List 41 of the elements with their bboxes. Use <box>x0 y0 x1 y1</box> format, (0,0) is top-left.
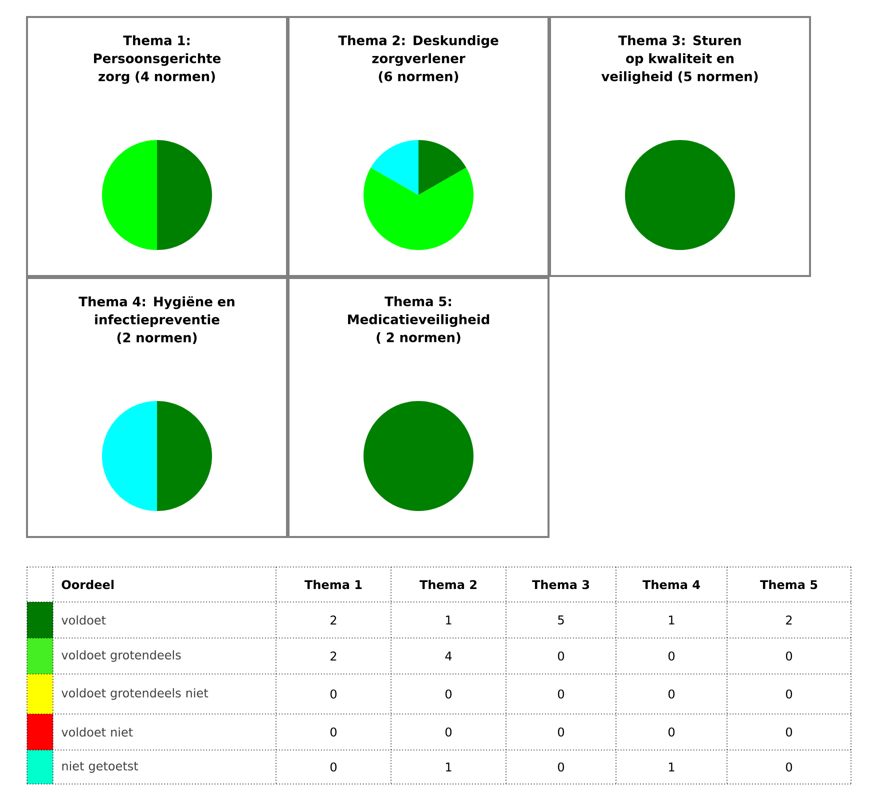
data-label: 0 <box>558 651 564 661</box>
data-label: 2 <box>330 616 336 624</box>
data-label: 1 <box>669 616 674 624</box>
chart-title: Thema 2: Deskundige zorgverlener (6 normen) <box>338 35 498 83</box>
category-label: voldoet grotendeels niet <box>62 688 208 700</box>
data-label: 1 <box>446 616 452 624</box>
text: Thema 3 <box>532 580 590 590</box>
data-label: 0 <box>786 762 792 772</box>
data-label: 0 <box>668 651 675 661</box>
text: Oordeel <box>62 580 114 590</box>
data-label: 4 <box>445 652 452 660</box>
data-label: 0 <box>668 689 675 699</box>
category-label: voldoet niet <box>62 727 133 737</box>
data-label: 0 <box>558 727 564 737</box>
chart-title: Thema 3: Sturen op kwaliteit en veiligheid (5 normen) <box>601 35 758 84</box>
data-label: 0 <box>786 651 792 661</box>
category-label: voldoet grotendeels <box>62 650 181 662</box>
chart-title: Thema 5: Medicatieveiligheid ( 2 normen) <box>348 296 490 344</box>
data-label: 2 <box>786 616 792 624</box>
data-label: 0 <box>445 689 452 699</box>
data-label: 0 <box>668 727 675 737</box>
text: Thema 2 <box>420 580 476 590</box>
data-label: 0 <box>558 762 564 772</box>
data-label: 0 <box>786 727 792 737</box>
text: Thema 1 <box>304 580 362 590</box>
data-label: 1 <box>446 762 452 772</box>
text: Thema 4 <box>642 580 700 590</box>
data-label: 0 <box>786 689 792 699</box>
data-label: 2 <box>330 652 336 660</box>
data-label: 0 <box>330 727 337 737</box>
text: Thema 5 <box>760 580 818 590</box>
data-label: 0 <box>330 689 337 699</box>
data-label: 1 <box>669 762 674 772</box>
data-label: 0 <box>558 689 564 699</box>
chart-title: Thema 1: Persoonsgerichte zorg (4 normen) <box>94 35 221 84</box>
data-label: 0 <box>330 762 337 772</box>
category-label: niet getoetst <box>62 761 138 773</box>
data-label: 0 <box>445 727 452 737</box>
data-label: 5 <box>558 616 564 624</box>
category-label: voldoet <box>62 615 106 625</box>
chart-title: Thema 4: Hygiëne en infectiepreventie (2 normen) <box>78 296 234 344</box>
